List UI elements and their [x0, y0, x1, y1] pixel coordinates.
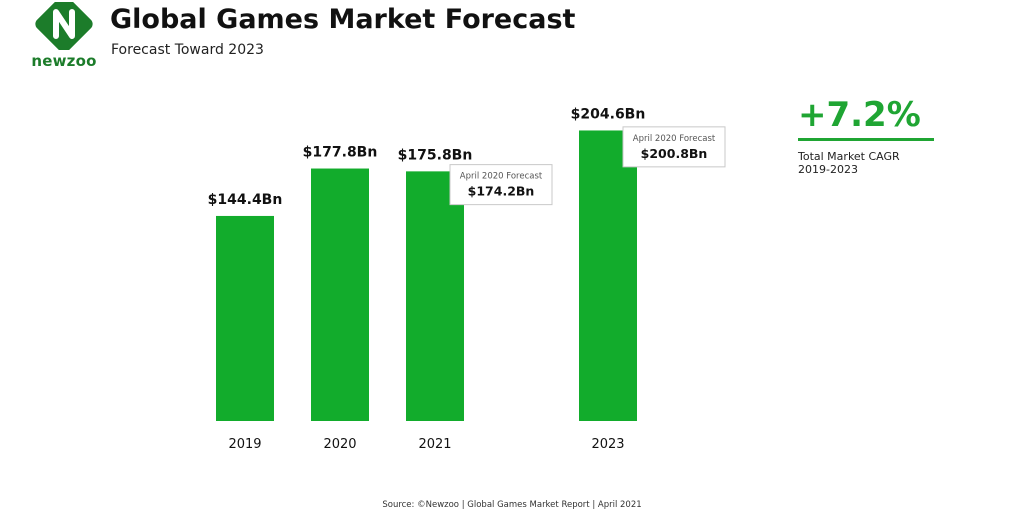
cagr-label-line2: 2019-2023: [798, 163, 858, 176]
cagr-callout: +7.2% Total Market CAGR 2019-2023: [798, 98, 938, 176]
cagr-label-line1: Total Market CAGR: [798, 150, 900, 163]
forecast-annotation-value-2021: $174.2Bn: [468, 184, 535, 199]
bar-value-label-2019: $144.4Bn: [208, 192, 283, 208]
bar-2019: [216, 215, 274, 421]
x-tick-label-2023: 2023: [591, 437, 624, 452]
forecast-annotation-value-2023: $200.8Bn: [641, 146, 708, 161]
bar-2021: [406, 171, 464, 421]
x-tick-label-2021: 2021: [418, 437, 451, 452]
source-note: Source: ©Newzoo | Global Games Market Re…: [382, 500, 642, 510]
bar-2020: [311, 168, 369, 421]
newzoo-logo-icon: [35, 2, 93, 50]
bar-value-label-2023: $204.6Bn: [571, 106, 646, 122]
bar-2023: [579, 130, 637, 421]
forecast-annotation-box-2023: [622, 126, 726, 168]
bar-value-label-2020: $177.8Bn: [303, 145, 378, 161]
newzoo-logo: newzoo: [28, 2, 100, 70]
bar-value-label-2021: $175.8Bn: [398, 147, 473, 163]
cagr-underline: [798, 138, 934, 141]
forecast-annotation-title-2021: April 2020 Forecast: [460, 172, 543, 182]
page-subtitle: Forecast Toward 2023: [111, 42, 264, 58]
logo-wordmark: newzoo: [31, 52, 97, 70]
page-title: Global Games Market Forecast: [110, 4, 576, 35]
x-tick-label-2020: 2020: [323, 437, 356, 452]
forecast-annotation-box-2021: [449, 164, 553, 206]
x-tick-label-2019: 2019: [228, 437, 261, 452]
forecast-annotation-title-2023: April 2020 Forecast: [633, 134, 716, 144]
cagr-value: +7.2%: [798, 95, 921, 135]
